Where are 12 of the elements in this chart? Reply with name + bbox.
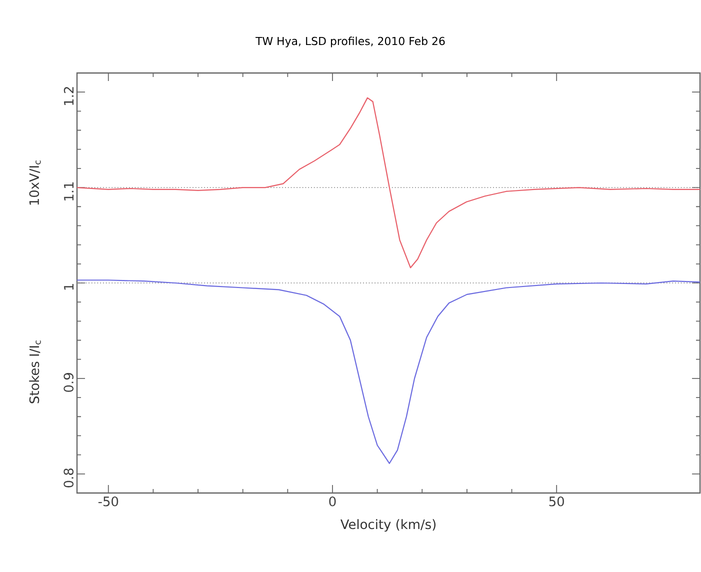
y-axis-title: Stokes I/I$_{c}$ bbox=[29, 340, 41, 404]
chart-title: TW Hya, LSD profiles, 2010 Feb 26 bbox=[256, 36, 445, 48]
x-tick-label: 0 bbox=[329, 496, 336, 506]
x-axis-title: Velocity (km/s) bbox=[340, 519, 436, 532]
y-tick-label: 0.8 bbox=[64, 468, 74, 488]
y-tick-label: 0.9 bbox=[64, 373, 74, 392]
y-tick-label: 1.1 bbox=[64, 182, 74, 200]
y-tick-label: 1 bbox=[64, 284, 74, 290]
y-tick-label: 1.2 bbox=[64, 87, 74, 105]
x-tick-label: -50 bbox=[98, 496, 118, 506]
x-tick-label: 50 bbox=[549, 496, 564, 506]
text: 10xV/I$_{c}$ bbox=[29, 160, 41, 205]
